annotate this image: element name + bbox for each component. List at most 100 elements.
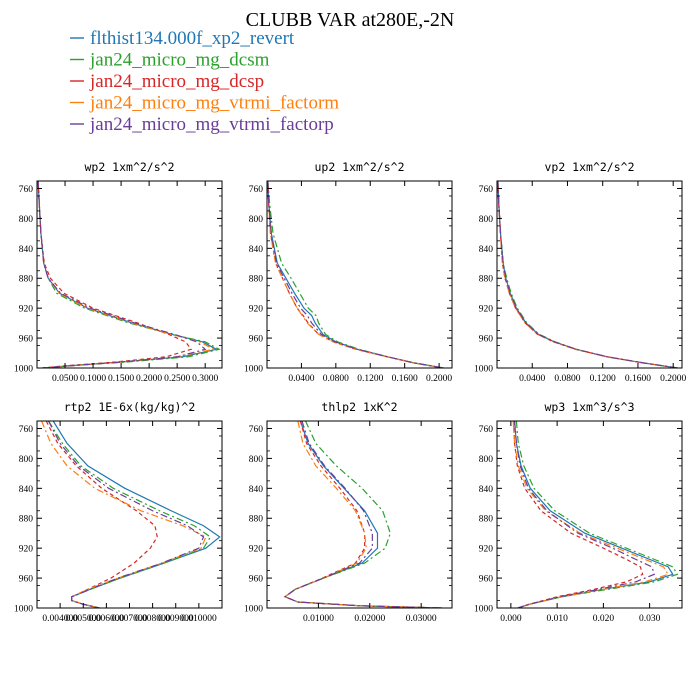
panel-5: thlp2 1xK^2 760 800 840 880 920 960 1000 0.01000… [244, 400, 453, 624]
x-tick-label: 0.010 [546, 614, 568, 624]
series-line [512, 421, 670, 608]
series-line [37, 181, 207, 368]
panel-3: vp2 1xm^2/s^2 760 800 840 880 920 960 1000 0.040… [474, 160, 687, 384]
y-tick-label: 800 [249, 455, 264, 465]
plot-frame [496, 180, 683, 369]
y-tick-label: 800 [479, 215, 494, 225]
series-line [497, 181, 678, 368]
series-line [497, 181, 678, 368]
panels: wp2 1xm^2/s^2 760 800 840 880 920 960 1000 0.050… [14, 160, 687, 624]
panel-title: vp2 1xm^2/s^2 [544, 160, 634, 174]
x-tick-label: 0.2000 [136, 374, 162, 384]
series-line [513, 421, 644, 608]
x-tick-label: 0.03000 [406, 614, 437, 624]
x-tick-label: 0.0400 [519, 374, 545, 384]
series-line [515, 421, 679, 608]
x-tick-label: 0.000 [500, 614, 522, 624]
y-tick-label: 760 [479, 185, 494, 195]
panel-4: rtp2 1E-6x(kg/kg)^2 760 800 840 880 920 960 100… [14, 400, 223, 624]
y-tick-label: 800 [479, 455, 494, 465]
y-tick-label: 760 [249, 425, 264, 435]
panel-title: wp2 1xm^2/s^2 [84, 160, 174, 174]
y-tick-label: 960 [479, 335, 494, 345]
panel-title: thlp2 1xK^2 [321, 400, 397, 414]
series-line [267, 181, 444, 368]
y-tick-label: 880 [479, 275, 494, 285]
y-tick-label: 840 [479, 245, 494, 255]
plot-frame [266, 420, 453, 609]
series-line [283, 421, 442, 608]
x-tick-label: 0.010000 [181, 614, 217, 624]
series-line [45, 421, 158, 608]
y-tick-label: 760 [19, 185, 34, 195]
series-line [267, 181, 444, 368]
legend-label: jan24_micro_mg_dcsm [89, 50, 270, 71]
y-tick-label: 920 [249, 545, 264, 555]
x-tick-label: 0.007000 [112, 614, 148, 624]
series-line [267, 181, 444, 368]
x-tick-label: 0.020 [593, 614, 615, 624]
y-tick-label: 880 [249, 515, 264, 525]
series-line [283, 421, 442, 608]
y-tick-label: 840 [479, 485, 494, 495]
x-tick-label: 0.1600 [625, 374, 651, 384]
series-line [497, 181, 678, 368]
x-tick-label: 0.1500 [108, 374, 134, 384]
series-line [283, 421, 442, 608]
series-line [267, 181, 444, 368]
series-line [497, 181, 678, 368]
x-tick-label: 0.01000 [303, 614, 334, 624]
series-line [37, 181, 216, 368]
series-line [37, 181, 193, 368]
panel-title: rtp2 1E-6x(kg/kg)^2 [64, 400, 196, 414]
panel-6: wp3 1xm^3/s^3 760 800 840 880 920 960 1000 0.000… [474, 400, 683, 624]
y-tick-label: 760 [249, 185, 264, 195]
x-tick-label: 0.006000 [89, 614, 125, 624]
x-tick-label: 0.1200 [357, 374, 383, 384]
y-tick-label: 760 [479, 425, 494, 435]
y-tick-label: 800 [249, 215, 264, 225]
series-line [48, 421, 205, 608]
y-tick-label: 880 [19, 515, 34, 525]
plot-frame [266, 180, 453, 369]
series-line [52, 421, 221, 608]
y-tick-label: 920 [19, 305, 34, 315]
y-tick-label: 960 [19, 335, 34, 345]
x-tick-label: 0.0400 [288, 374, 314, 384]
series-line [283, 421, 442, 608]
y-tick-label: 920 [249, 305, 264, 315]
x-tick-label: 0.0800 [323, 374, 349, 384]
x-tick-label: 0.008000 [135, 614, 171, 624]
series-line [41, 421, 207, 608]
legend-label: jan24_micro_mg_dcsp [89, 71, 264, 92]
plot-frame [496, 420, 683, 609]
y-tick-label: 800 [19, 455, 34, 465]
x-tick-label: 0.1000 [80, 374, 106, 384]
y-tick-label: 880 [479, 515, 494, 525]
panel-1: wp2 1xm^2/s^2 760 800 840 880 920 960 1000 0.050… [14, 160, 223, 384]
legend-label: flthist134.000f_xp2_revert [90, 28, 295, 49]
x-tick-label: 0.1600 [392, 374, 418, 384]
y-tick-label: 880 [249, 275, 264, 285]
x-tick-label: 0.0500 [52, 374, 78, 384]
x-tick-label: 0.3000 [192, 374, 218, 384]
y-tick-label: 1000 [244, 605, 263, 615]
series-line [513, 421, 655, 608]
y-tick-label: 880 [19, 275, 34, 285]
x-tick-label: 0.004000 [42, 614, 78, 624]
x-tick-label: 0.2000 [426, 374, 452, 384]
y-tick-label: 840 [19, 245, 34, 255]
x-tick-label: 0.2500 [164, 374, 190, 384]
legend-label: jan24_micro_mg_vtrmi_factorm [89, 93, 339, 114]
series-line [48, 421, 212, 608]
y-tick-label: 1000 [474, 365, 493, 375]
panel-title: up2 1xm^2/s^2 [314, 160, 404, 174]
y-tick-label: 920 [479, 545, 494, 555]
y-tick-label: 1000 [474, 605, 493, 615]
panel-2: up2 1xm^2/s^2 760 800 840 880 920 960 1000 0.040… [244, 160, 453, 384]
x-tick-label: 0.005000 [65, 614, 101, 624]
y-tick-label: 920 [19, 545, 34, 555]
x-tick-label: 0.02000 [354, 614, 385, 624]
series-line [497, 181, 678, 368]
x-tick-label: 0.0800 [554, 374, 580, 384]
